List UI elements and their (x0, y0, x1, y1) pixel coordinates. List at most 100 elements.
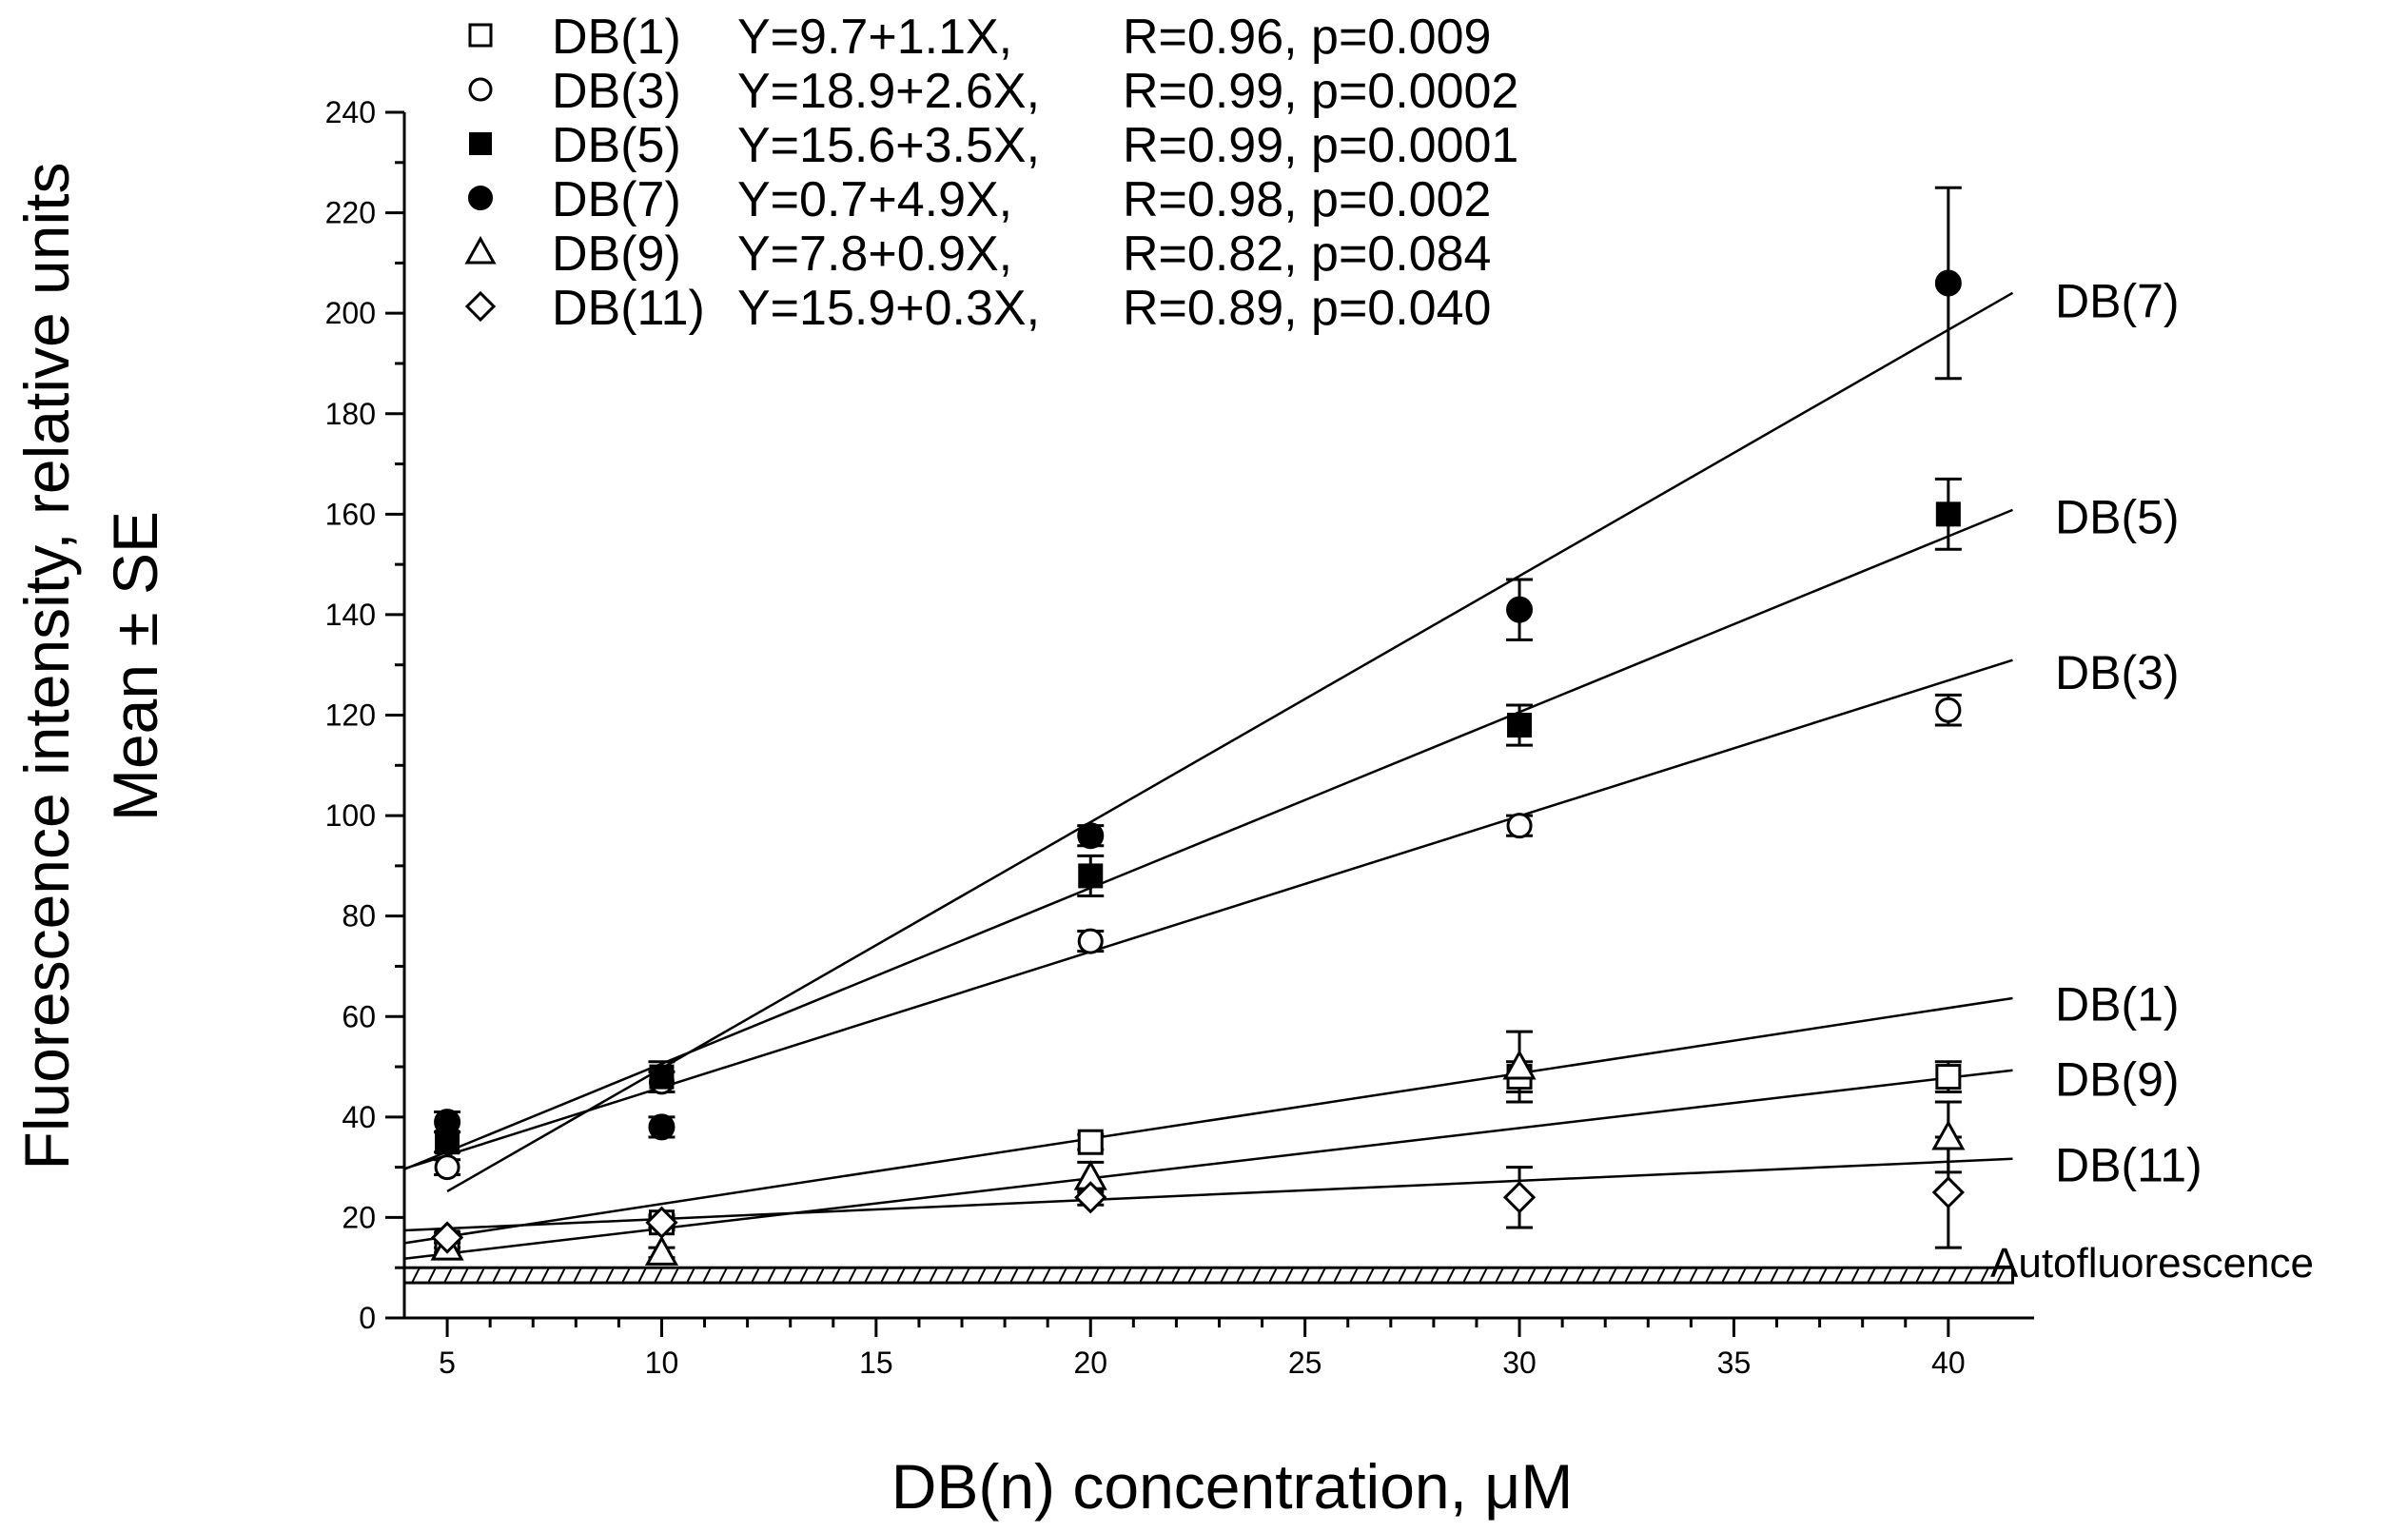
autofluorescence-hatch (1204, 1267, 1213, 1284)
point-db11 (1931, 1175, 1965, 1209)
autofluorescence-hatch (1899, 1267, 1909, 1284)
autofluorescence-hatch (1624, 1267, 1634, 1284)
point-db7 (648, 1113, 675, 1141)
autofluorescence-hatch (1867, 1267, 1876, 1284)
autofluorescence-hatch (1964, 1267, 1973, 1284)
autofluorescence-hatch (1640, 1267, 1650, 1284)
series-label-db7: DB(7) (2055, 274, 2180, 327)
autofluorescence-hatch (540, 1267, 550, 1284)
autofluorescence-label: Autofluorescence (1990, 1240, 2314, 1287)
point-db11 (430, 1221, 464, 1254)
autofluorescence-hatch (1139, 1267, 1148, 1284)
autofluorescence-hatch (751, 1267, 760, 1284)
fit-line-db1 (403, 996, 2013, 1245)
autofluorescence-hatch (864, 1267, 873, 1284)
autofluorescence-hatch (1365, 1267, 1375, 1284)
autofluorescence-hatch (1090, 1267, 1100, 1284)
autofluorescence-hatch (1527, 1267, 1537, 1284)
autofluorescence-hatch (1236, 1267, 1245, 1284)
autofluorescence-hatch (1317, 1267, 1326, 1284)
autofluorescence-hatch (1478, 1267, 1488, 1284)
legend-marker-db7 (468, 186, 493, 210)
y-tick-label: 220 (325, 196, 376, 230)
point-db7 (1077, 822, 1105, 850)
point-db9 (644, 1235, 679, 1266)
autofluorescence-hatch (1301, 1267, 1310, 1284)
autofluorescence-hatch (1106, 1267, 1116, 1284)
data-points (430, 269, 1966, 1266)
legend-name-db7: DB(7) (552, 172, 681, 227)
autofluorescence-hatch (961, 1267, 970, 1284)
autofluorescence-hatch (1511, 1267, 1520, 1284)
y-tick-label: 40 (342, 1100, 376, 1134)
autofluorescence-hatch (1446, 1267, 1456, 1284)
y-axis-ticks: 0 20 40 60 80 100 120 140 160 180 200 220 240 (325, 95, 404, 1335)
autofluorescence-hatch (993, 1267, 1003, 1284)
autofluorescence-hatch (1495, 1267, 1504, 1284)
autofluorescence-hatch (848, 1267, 857, 1284)
autofluorescence-hatch (427, 1267, 437, 1284)
autofluorescence-hatch (1220, 1267, 1229, 1284)
point-db7 (1506, 596, 1534, 623)
autofluorescence-hatch (1689, 1267, 1698, 1284)
autofluorescence-band: Autofluorescence (402, 1240, 2314, 1287)
point-db5 (1935, 501, 1961, 527)
y-tick-label: 120 (325, 698, 376, 733)
autofluorescence-hatch (1430, 1267, 1439, 1284)
autofluorescence-hatch (1559, 1267, 1569, 1284)
autofluorescence-hatch (621, 1267, 631, 1284)
legend-marker-db1 (468, 23, 493, 48)
legend-name-db5: DB(5) (552, 118, 681, 173)
autofluorescence-hatch (832, 1267, 841, 1284)
autofluorescence-hatch (1349, 1267, 1359, 1284)
legend-stats-db1: R=0.96, p=0.009 (1123, 10, 1491, 65)
autofluorescence-hatch (1414, 1267, 1423, 1284)
autofluorescence-hatch (896, 1267, 906, 1284)
autofluorescence-hatch (605, 1267, 615, 1284)
legend-stats-db3: R=0.99, p=0.0002 (1123, 64, 1518, 119)
point-db5 (1507, 713, 1533, 738)
autofluorescence-hatch (492, 1267, 501, 1284)
autofluorescence-hatch (1850, 1267, 1860, 1284)
autofluorescence-hatch (686, 1267, 695, 1284)
series-label-db9: DB(9) (2055, 1053, 2180, 1107)
y-tick-label: 140 (325, 598, 376, 632)
autofluorescence-hatch (1252, 1267, 1262, 1284)
x-tick-label: 10 (645, 1346, 679, 1380)
autofluorescence-hatch (654, 1267, 663, 1284)
point-db1 (1935, 1064, 1962, 1091)
autofluorescence-hatch (815, 1267, 825, 1284)
x-axis-label: DB(n) concentration, μM (891, 1451, 1574, 1522)
y-tick-label: 20 (342, 1200, 376, 1234)
y-tick-label: 160 (325, 497, 376, 531)
series-label-db1: DB(1) (2055, 977, 2180, 1031)
legend-equation-db1: Y=9.7+1.1X, (737, 10, 1012, 65)
legend-equation-db7: Y=0.7+4.9X, (737, 172, 1012, 227)
point-db7 (434, 1109, 461, 1136)
point-db1 (1077, 1129, 1104, 1155)
autofluorescence-hatch (1737, 1267, 1747, 1284)
point-db5 (1078, 863, 1104, 889)
autofluorescence-hatch (1284, 1267, 1294, 1284)
y-tick-label: 0 (359, 1301, 376, 1335)
autofluorescence-hatch (1915, 1267, 1925, 1284)
autofluorescence-hatch (1042, 1267, 1051, 1284)
x-tick-label: 30 (1502, 1346, 1537, 1380)
autofluorescence-hatch (702, 1267, 712, 1284)
legend-stats-db9: R=0.82, p=0.084 (1123, 226, 1491, 282)
point-db9 (1502, 1049, 1537, 1080)
autofluorescence-hatch (1026, 1267, 1035, 1284)
autofluorescence-hatch (1802, 1267, 1811, 1284)
fit-line-db5 (403, 508, 2013, 1170)
y-tick-label: 60 (342, 999, 376, 1033)
autofluorescence-hatch (912, 1267, 922, 1284)
autofluorescence-hatch (1074, 1267, 1084, 1284)
autofluorescence-hatch (443, 1267, 453, 1284)
autofluorescence-hatch (1009, 1267, 1019, 1284)
autofluorescence-hatch (1155, 1267, 1165, 1284)
autofluorescence-hatch (476, 1267, 485, 1284)
autofluorescence-hatch (1818, 1267, 1828, 1284)
autofluorescence-hatch (1268, 1267, 1278, 1284)
legend-name-db9: DB(9) (552, 226, 681, 282)
